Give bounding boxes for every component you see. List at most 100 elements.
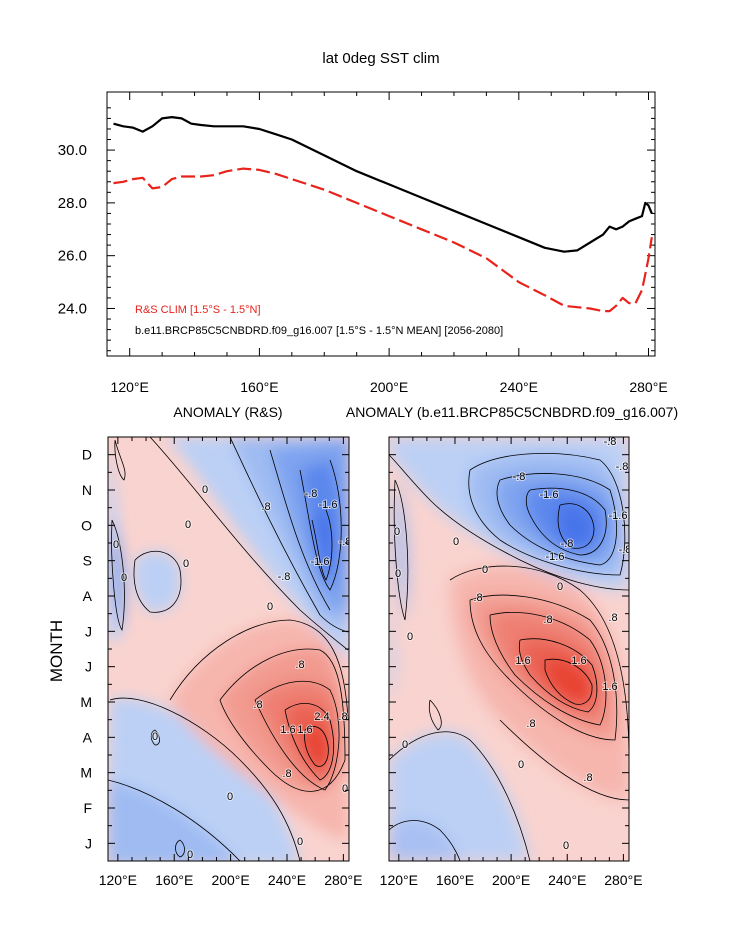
right-axis-ticks: 120°E 160°E 200°E 240°E 280°E xyxy=(380,436,643,888)
left-contour-label: -.8 xyxy=(278,571,291,583)
top-x-tick-label: 280°E xyxy=(629,379,667,395)
right-anomaly-blobs xyxy=(389,437,629,861)
left-contour-label: 0 xyxy=(183,558,189,570)
month-axis-label: MONTH xyxy=(47,620,66,682)
left-panel-title: ANOMALY (R&S) xyxy=(173,404,282,420)
top-axis-ticks: 120°E 160°E 200°E 240°E 280°E 24.0 26.0 28.0 30.… xyxy=(58,92,668,395)
month-tick-label: J xyxy=(85,835,92,851)
month-tick-label: J xyxy=(85,623,92,639)
top-y-tick-label: 30.0 xyxy=(58,142,87,159)
left-contour-label: 1.6 xyxy=(280,724,295,736)
right-contour-label: .8 xyxy=(608,612,617,624)
right-contour-label: 0 xyxy=(394,526,400,538)
left-contour-label: .8 xyxy=(295,659,304,671)
right-contour-label: -.8 xyxy=(561,538,574,550)
panel-x-tick-label: 200°E xyxy=(211,872,249,888)
left-contour-label: 0 xyxy=(202,484,208,496)
left-contour-label: .8 xyxy=(282,768,291,780)
left-axis-ticks: 120°E 160°E 200°E 240°E 280°E J F M A M J J A S O N D xyxy=(80,436,363,888)
right-contour-label: .8 xyxy=(543,614,552,626)
left-contour-label: -1.6 xyxy=(319,499,338,511)
left-contour-label: .8 xyxy=(338,711,347,723)
panel-x-tick-label: 240°E xyxy=(548,872,586,888)
top-x-tick-label: 160°E xyxy=(240,379,278,395)
top-chart-title: lat 0deg SST clim xyxy=(322,50,439,67)
right-contour-label: 0 xyxy=(453,536,459,548)
left-contour-label: .8 xyxy=(253,699,262,711)
left-contour-label: 0 xyxy=(267,601,273,613)
panel-x-tick-label: 120°E xyxy=(380,872,418,888)
right-contour-label: -.8 xyxy=(513,471,526,483)
month-tick-label: J xyxy=(85,659,92,675)
rs-clim-sst-line xyxy=(113,167,653,313)
left-contour-label: 0 xyxy=(297,836,303,848)
panel-x-tick-label: 280°E xyxy=(604,872,642,888)
panel-x-tick-label: 120°E xyxy=(99,872,137,888)
month-tick-label: O xyxy=(81,517,92,533)
top-line-chart: lat 0deg SST clim 120°E 160°E 200°E 240°E 28… xyxy=(58,50,668,395)
right-contour-label: 1.6 xyxy=(571,655,586,667)
panel-x-tick-label: 200°E xyxy=(492,872,530,888)
left-contour-label: 0 xyxy=(113,539,119,551)
legend-rs-label: R&S CLIM [1.5°S - 1.5°N] xyxy=(135,304,261,316)
panel-x-tick-label: 280°E xyxy=(324,872,362,888)
top-y-tick-label: 28.0 xyxy=(58,195,87,212)
top-x-tick-label: 120°E xyxy=(111,379,149,395)
top-y-tick-label: 26.0 xyxy=(58,248,87,265)
month-tick-label: M xyxy=(80,765,92,781)
right-contour-label: -1.6 xyxy=(609,510,628,522)
left-contour-label: 0 xyxy=(187,849,193,861)
left-contour-label: 0 xyxy=(227,791,233,803)
top-plot-frame xyxy=(106,91,656,357)
left-contour-label: 0 xyxy=(121,572,127,584)
right-panel-title: ANOMALY (b.e11.BRCP85C5CNBDRD.f09_g16.00… xyxy=(346,404,678,420)
left-contour-label: -.8 xyxy=(339,536,352,548)
panel-x-tick-label: 160°E xyxy=(155,872,193,888)
right-contour-label: 0 xyxy=(563,840,569,852)
panel-x-tick-label: 160°E xyxy=(436,872,474,888)
left-contour-label: 0 xyxy=(342,783,348,795)
left-contour-label: 1.6 xyxy=(297,724,312,736)
right-contour-label: 0 xyxy=(402,739,408,751)
left-contour-label: .8 xyxy=(261,501,270,513)
legend-model-label: b.e11.BRCP85C5CNBDRD.f09_g16.007 [1.5°S … xyxy=(135,325,503,337)
right-contour-label: 0 xyxy=(407,631,413,643)
left-contour-label: -.8 xyxy=(305,488,318,500)
month-tick-label: D xyxy=(82,447,92,463)
top-x-tick-label: 240°E xyxy=(500,379,538,395)
right-contour-label: 0 xyxy=(482,564,488,576)
panel-x-tick-label: 240°E xyxy=(268,872,306,888)
model-sst-line xyxy=(113,116,653,253)
left-contour-label: -1.6 xyxy=(311,556,330,568)
month-tick-label: F xyxy=(83,800,92,816)
top-x-tick-label: 200°E xyxy=(370,379,408,395)
month-tick-label: S xyxy=(83,553,92,569)
top-series-group xyxy=(113,116,653,313)
right-contour-label: .8 xyxy=(473,592,482,604)
right-contour-label: -.8 xyxy=(616,461,629,473)
left-contour-label: 0 xyxy=(152,731,158,743)
right-contour-label: .8 xyxy=(526,718,535,730)
right-contour-label: 0 xyxy=(557,581,563,593)
right-contour-label: 0 xyxy=(395,568,401,580)
right-contour-label: -.8 xyxy=(604,436,617,448)
month-tick-label: A xyxy=(83,588,93,604)
left-contour-lines xyxy=(108,437,349,861)
month-tick-label: N xyxy=(82,482,92,498)
right-contour-label: 1.6 xyxy=(515,655,530,667)
right-contour-label: -.8 xyxy=(619,544,632,556)
left-contour-label: 0 xyxy=(185,519,191,531)
right-contour-label: -1.6 xyxy=(540,489,559,501)
top-y-tick-label: 24.0 xyxy=(58,300,87,317)
month-tick-label: M xyxy=(80,694,92,710)
right-contour-label: -1.6 xyxy=(546,551,565,563)
left-contour-label: 2.4 xyxy=(314,711,329,723)
month-tick-label: A xyxy=(83,729,93,745)
right-contour-label: 0 xyxy=(518,759,524,771)
left-anomaly-blobs xyxy=(108,437,349,861)
right-contour-lines xyxy=(389,453,629,861)
